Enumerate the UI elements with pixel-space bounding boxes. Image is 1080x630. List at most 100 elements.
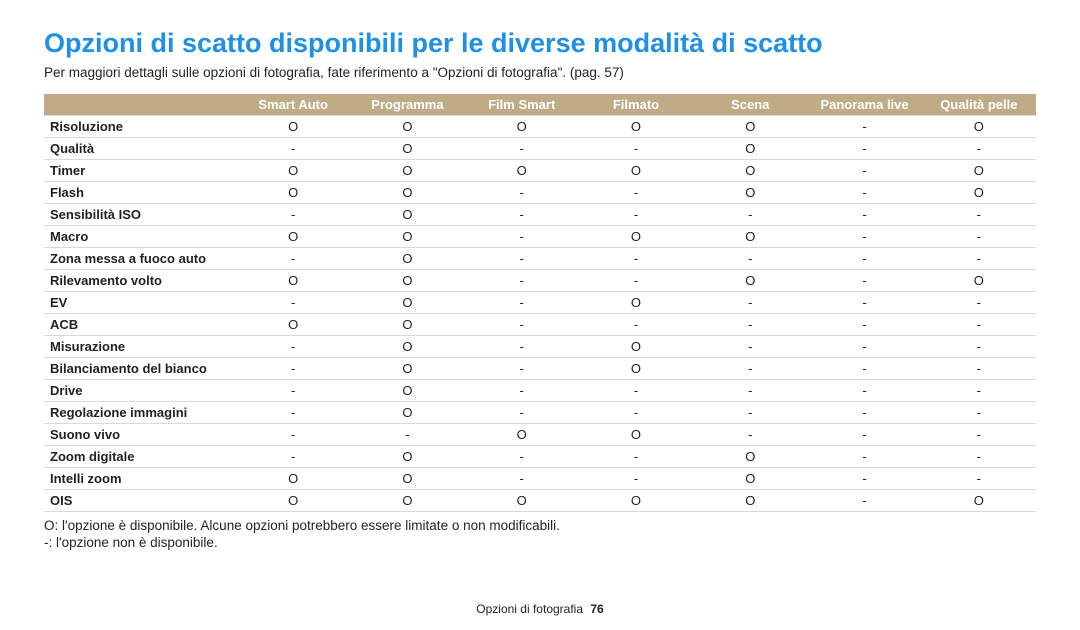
row-label: ACB (44, 314, 236, 336)
table-cell: O (236, 160, 350, 182)
row-label: Misurazione (44, 336, 236, 358)
table-cell: - (807, 468, 921, 490)
table-cell: - (807, 314, 921, 336)
table-cell: O (579, 116, 693, 138)
table-row: TimerOOOOO-O (44, 160, 1036, 182)
table-cell: O (922, 182, 1036, 204)
options-table: Smart AutoProgrammaFilm SmartFilmatoScen… (44, 94, 1036, 512)
column-header: Panorama live (807, 94, 921, 116)
table-cell: - (579, 182, 693, 204)
table-cell: - (465, 468, 579, 490)
table-cell: O (350, 314, 464, 336)
table-row: Bilanciamento del bianco-O-O--- (44, 358, 1036, 380)
table-cell: - (465, 314, 579, 336)
footer-section: Opzioni di fotografia (476, 602, 583, 616)
table-cell: - (807, 248, 921, 270)
table-cell: - (807, 204, 921, 226)
table-cell: - (465, 226, 579, 248)
table-row: Suono vivo--OO--- (44, 424, 1036, 446)
table-cell: - (236, 336, 350, 358)
table-row: Drive-O----- (44, 380, 1036, 402)
table-cell: O (236, 468, 350, 490)
column-header: Scena (693, 94, 807, 116)
table-cell: - (465, 358, 579, 380)
page-title: Opzioni di scatto disponibili per le div… (44, 28, 1036, 59)
row-label: Bilanciamento del bianco (44, 358, 236, 380)
row-label: Intelli zoom (44, 468, 236, 490)
table-cell: O (350, 490, 464, 512)
row-label: Suono vivo (44, 424, 236, 446)
row-label: Risoluzione (44, 116, 236, 138)
table-cell: O (693, 446, 807, 468)
table-row: Zona messa a fuoco auto-O----- (44, 248, 1036, 270)
table-cell: O (693, 116, 807, 138)
table-cell: - (693, 314, 807, 336)
row-label: Sensibilità ISO (44, 204, 236, 226)
table-cell: - (579, 402, 693, 424)
column-header: Programma (350, 94, 464, 116)
table-cell: O (350, 226, 464, 248)
table-cell: - (807, 116, 921, 138)
table-cell: O (579, 292, 693, 314)
table-cell: O (350, 468, 464, 490)
table-cell: - (465, 270, 579, 292)
table-cell: - (465, 204, 579, 226)
table-cell: - (693, 336, 807, 358)
table-cell: - (579, 204, 693, 226)
table-cell: O (579, 358, 693, 380)
table-cell: - (465, 446, 579, 468)
row-label: Zoom digitale (44, 446, 236, 468)
table-cell: - (236, 248, 350, 270)
table-cell: O (350, 204, 464, 226)
table-cell: O (350, 116, 464, 138)
table-cell: - (236, 402, 350, 424)
table-cell: O (236, 182, 350, 204)
column-header-blank (44, 94, 236, 116)
table-cell: O (922, 160, 1036, 182)
table-cell: O (579, 490, 693, 512)
table-cell: - (693, 248, 807, 270)
table-cell: - (807, 490, 921, 512)
table-row: FlashOO--O-O (44, 182, 1036, 204)
table-cell: O (465, 116, 579, 138)
table-cell: - (579, 314, 693, 336)
table-cell: - (807, 336, 921, 358)
table-cell: - (807, 270, 921, 292)
table-cell: - (236, 380, 350, 402)
legend-available: O: l'opzione è disponibile. Alcune opzio… (44, 518, 1036, 533)
table-cell: O (693, 226, 807, 248)
table-cell: - (579, 446, 693, 468)
table-cell: - (922, 358, 1036, 380)
table-cell: - (236, 424, 350, 446)
table-row: Intelli zoomOO--O-- (44, 468, 1036, 490)
table-cell: O (236, 116, 350, 138)
row-label: Drive (44, 380, 236, 402)
table-cell: - (465, 402, 579, 424)
table-cell: - (922, 446, 1036, 468)
table-cell: - (807, 138, 921, 160)
table-cell: O (922, 116, 1036, 138)
table-cell: - (465, 336, 579, 358)
table-cell: O (693, 468, 807, 490)
table-cell: O (922, 270, 1036, 292)
table-cell: O (693, 138, 807, 160)
table-cell: - (465, 292, 579, 314)
table-cell: - (579, 380, 693, 402)
table-row: RisoluzioneOOOOO-O (44, 116, 1036, 138)
table-cell: - (922, 402, 1036, 424)
column-header: Film Smart (465, 94, 579, 116)
row-label: Qualità (44, 138, 236, 160)
table-cell: - (807, 292, 921, 314)
table-cell: - (807, 226, 921, 248)
row-label: Regolazione immagini (44, 402, 236, 424)
table-cell: - (807, 358, 921, 380)
table-cell: O (693, 182, 807, 204)
table-cell: - (236, 358, 350, 380)
table-cell: - (236, 292, 350, 314)
table-cell: - (922, 226, 1036, 248)
table-cell: - (922, 204, 1036, 226)
table-cell: O (693, 270, 807, 292)
row-label: Timer (44, 160, 236, 182)
table-cell: O (350, 402, 464, 424)
table-cell: O (350, 380, 464, 402)
